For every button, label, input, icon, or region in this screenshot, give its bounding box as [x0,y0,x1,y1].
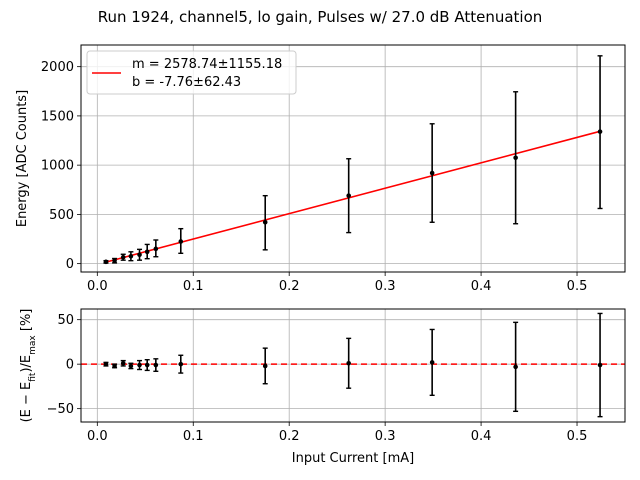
residual-xtick-label: 0.5 [567,429,588,444]
energy-point [429,170,435,176]
legend-slope-text: m = 2578.74±1155.18 [132,57,282,72]
residual-point [429,360,435,365]
energy-point [178,239,184,244]
residual-axes-frame [80,308,626,423]
residual-xtick-label: 0.2 [279,429,300,444]
residual-ylabel-main: (E − E [19,382,34,423]
residual-xtick-label: 0.3 [375,429,396,444]
energy-point [120,254,126,260]
energy-point [137,252,142,258]
residual-point [128,363,134,369]
energy-ytick-label: 500 [49,208,74,223]
chart-title: Run 1924, channel5, lo gain, Pulses w/ 2… [98,8,543,26]
residual-point [103,361,109,367]
residual-grid [81,309,625,422]
energy-point [346,193,351,198]
energy-xtick-label: 0.3 [375,279,396,294]
energy-ytick-label: 0 [66,257,74,272]
energy-axes-frame [80,44,626,273]
energy-y-axis-label: Energy [ADC Counts] [15,90,30,227]
residual-xtick-label: 0.0 [87,429,108,444]
energy-ytick-label: 2000 [41,60,74,75]
energy-xtick-label: 0.2 [279,279,300,294]
x-axis-label: Input Current [mA] [292,451,414,466]
energy-ticks: 0.0 0.1 0.2 0.3 0.4 0.5 0 500 1000 1500 2000 [41,60,587,294]
residual-points [103,312,603,418]
residual-ylabel-sub-fit: fit [28,372,38,382]
legend-intercept-text: b = -7.76±62.43 [132,75,241,90]
energy-xtick-label: 0.0 [87,279,108,294]
energy-xtick-label: 0.4 [471,279,492,294]
residual-point [153,362,159,368]
residual-ytick-label: −50 [47,402,74,417]
residual-ylabel-mid: )/E [19,355,34,373]
residual-ticks: 0.0 0.1 0.2 0.3 0.4 0.5 −50 0 50 [47,313,588,444]
energy-xtick-label: 0.1 [183,279,204,294]
residual-point [513,364,518,370]
energy-point [513,155,518,161]
residual-point [144,362,150,368]
residual-point [120,360,126,366]
energy-ytick-label: 1000 [41,159,74,174]
residual-xtick-label: 0.4 [471,429,492,444]
residual-point [262,363,268,369]
legend: m = 2578.74±1155.18 b = -7.76±62.43 [86,50,297,95]
energy-points [103,55,603,265]
energy-point [597,129,603,134]
energy-ytick-label: 1500 [41,109,74,124]
energy-xtick-label: 0.5 [567,279,588,294]
energy-point [153,246,159,252]
residual-ylabel-end: [%] [19,309,34,336]
residual-y-axis-label: (E − Efit)/Emax [%] [19,309,38,423]
fit-line [105,130,601,263]
residual-point [597,362,603,368]
residual-point [178,361,184,367]
residual-point [112,363,117,369]
energy-point [144,249,150,255]
residual-ytick-label: 50 [57,313,74,328]
energy-point [112,258,117,263]
energy-point [262,219,268,225]
residual-ylabel-sub-max: max [28,335,38,355]
residual-panel: 0.0 0.1 0.2 0.3 0.4 0.5 −50 0 50 Input Current [… [19,308,626,466]
energy-panel: 0.0 0.1 0.2 0.3 0.4 0.5 0 500 1000 1500 2000 Energ… [15,44,626,294]
energy-point [103,259,109,265]
energy-point [128,253,134,259]
legend-box [86,50,297,95]
fit-line-group [105,130,601,263]
residual-ytick-label: 0 [66,358,74,373]
residual-xtick-label: 0.1 [183,429,204,444]
residual-point [137,362,142,368]
residual-point [346,360,351,366]
